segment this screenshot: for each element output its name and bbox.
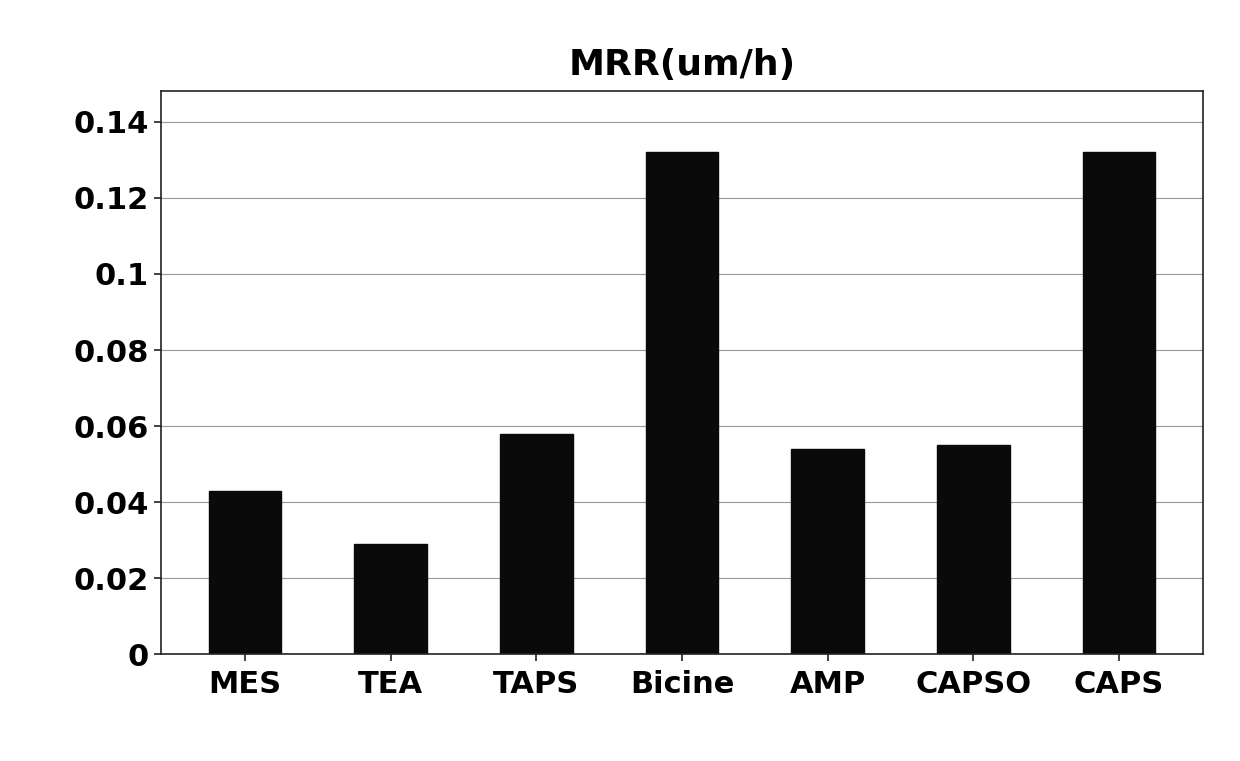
- Bar: [208, 491, 281, 654]
- Bar: [791, 449, 864, 654]
- Bar: [355, 544, 427, 654]
- Bar: [1083, 152, 1156, 654]
- Title: MRR(um/h): MRR(um/h): [568, 48, 796, 81]
- Bar: [500, 434, 573, 654]
- Bar: [646, 152, 718, 654]
- Bar: [937, 445, 1009, 654]
